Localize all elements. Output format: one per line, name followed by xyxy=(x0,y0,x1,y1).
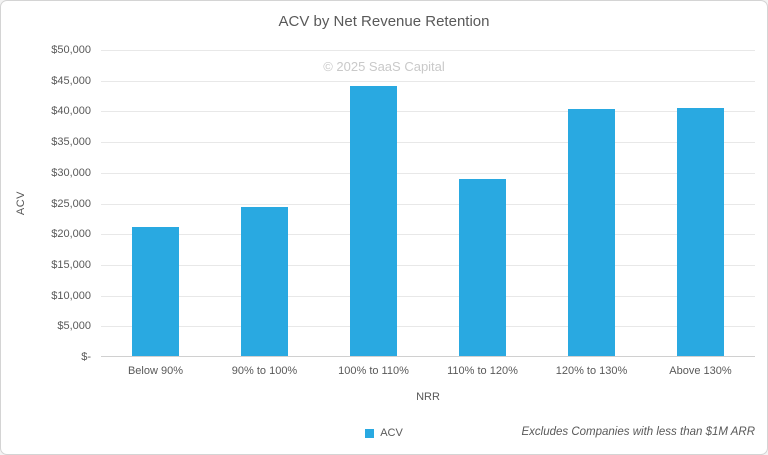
gridline xyxy=(101,111,755,113)
y-tick-label: $10,000 xyxy=(51,289,91,302)
y-tick-label: $- xyxy=(81,351,91,363)
y-tick-label: $25,000 xyxy=(51,197,91,210)
bar-120-to-130 xyxy=(568,109,615,356)
legend: ACV xyxy=(1,427,767,439)
gridline xyxy=(101,234,755,236)
x-tick-label-110-to-120: 110% to 120% xyxy=(447,365,518,377)
bar-slot-90-to-100 xyxy=(210,50,319,356)
bar-above-130 xyxy=(677,108,724,356)
y-tick-label: $40,000 xyxy=(51,105,91,118)
y-tick-label: $35,000 xyxy=(51,136,91,149)
gridline xyxy=(101,326,755,328)
bar-slot-above-130 xyxy=(646,50,755,356)
y-tick-label: $30,000 xyxy=(51,166,91,179)
y-tick-label: $5,000 xyxy=(57,320,91,333)
watermark: © 2025 SaaS Capital xyxy=(323,59,445,74)
bar-slot-below-90 xyxy=(101,50,210,356)
gridline xyxy=(101,203,755,205)
gridline xyxy=(101,172,755,174)
y-tick-label: $50,000 xyxy=(51,44,91,56)
bar-100-to-110 xyxy=(350,86,397,356)
bar-110-to-120 xyxy=(459,179,506,356)
legend-swatch-acv xyxy=(365,428,375,438)
gridline xyxy=(101,295,755,297)
bar-slot-110-to-120 xyxy=(428,50,537,356)
y-tick-label: $45,000 xyxy=(51,74,91,87)
chart-title: ACV by Net Revenue Retention xyxy=(278,13,490,30)
plot-area xyxy=(101,50,755,357)
bar-90-to-100 xyxy=(241,207,288,356)
y-axis-ticks: $- $5,000 $10,000 $15,000 $20,000 $25,000 $30,… xyxy=(1,44,91,363)
x-axis-title: NRR xyxy=(416,391,440,403)
gridline xyxy=(101,142,755,144)
gridline xyxy=(101,50,755,51)
footnote: Excludes Companies with less than $1M AR… xyxy=(521,426,755,438)
x-tick-label-above-130: Above 130% xyxy=(669,365,732,377)
gridline xyxy=(101,80,755,82)
y-tick-label: $15,000 xyxy=(51,258,91,271)
x-tick-label-below-90: Below 90% xyxy=(127,365,184,377)
bar-series xyxy=(101,50,755,356)
y-tick-label: $20,000 xyxy=(51,228,91,241)
gridline xyxy=(101,264,755,266)
x-axis-ticks: Below 90% 90% to 100% 100% to 110% 110% to … xyxy=(101,365,755,377)
x-tick-label-120-to-130: 120% to 130% xyxy=(555,365,628,377)
bar-slot-100-to-110 xyxy=(319,50,428,356)
legend-label: ACV xyxy=(380,427,403,439)
x-tick-label-100-to-110: 100% to 110% xyxy=(338,365,409,377)
x-tick-label-90-to-100: 90% to 100% xyxy=(231,365,298,377)
bar-slot-120-to-130 xyxy=(537,50,646,356)
bar-below-90 xyxy=(132,227,179,356)
